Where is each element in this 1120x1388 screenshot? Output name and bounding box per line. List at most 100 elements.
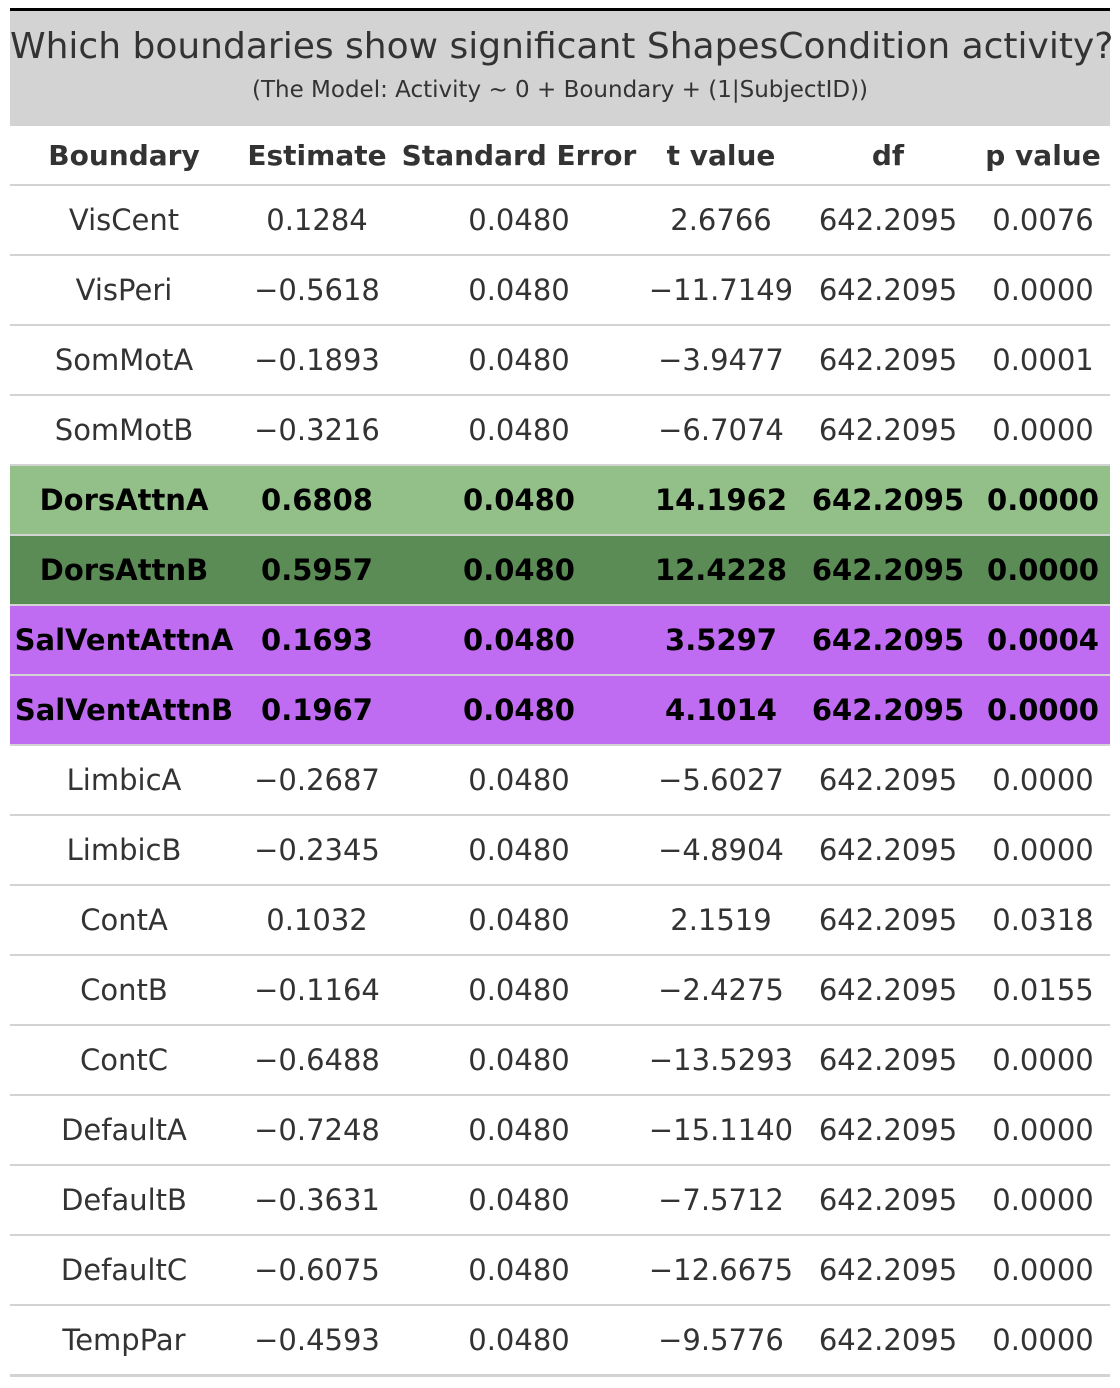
table-row: VisPeri −0.5618 0.0480 −11.7149 642.2095 0.00… <box>10 255 1110 326</box>
cell-estimate: −0.5618 <box>238 255 396 326</box>
table-row: SalVentAttnB 0.1967 0.0480 4.1014 642.2095 0.… <box>10 675 1110 746</box>
cell-p-value: 0.0000 <box>976 745 1110 816</box>
cell-standard-error: 0.0480 <box>396 255 642 326</box>
cell-standard-error: 0.0480 <box>396 1305 642 1377</box>
table-row: DorsAttnA 0.6808 0.0480 14.1962 642.2095 0.00… <box>10 465 1110 536</box>
cell-boundary: DefaultA <box>10 1095 238 1166</box>
cell-df: 642.2095 <box>800 465 976 536</box>
cell-df: 642.2095 <box>800 745 976 816</box>
cell-df: 642.2095 <box>800 1305 976 1377</box>
cell-p-value: 0.0000 <box>976 1095 1110 1166</box>
cell-boundary: LimbicB <box>10 815 238 886</box>
table-body: VisCent 0.1284 0.0480 2.6766 642.2095 0.0076 V… <box>10 185 1110 1377</box>
cell-boundary: DorsAttnB <box>10 535 238 606</box>
cell-p-value: 0.0155 <box>976 955 1110 1026</box>
cell-df: 642.2095 <box>800 255 976 326</box>
cell-estimate: 0.1693 <box>238 605 396 676</box>
cell-estimate: −0.2345 <box>238 815 396 886</box>
header-row: Boundary Estimate Standard Error t value… <box>10 126 1110 186</box>
table-row: ContB −0.1164 0.0480 −2.4275 642.2095 0.0155 <box>10 955 1110 1026</box>
cell-estimate: 0.1967 <box>238 675 396 746</box>
cell-standard-error: 0.0480 <box>396 885 642 956</box>
cell-t-value: 2.1519 <box>642 885 800 956</box>
cell-boundary: TempPar <box>10 1305 238 1377</box>
cell-boundary: ContB <box>10 955 238 1026</box>
cell-estimate: −0.2687 <box>238 745 396 816</box>
cell-estimate: 0.1284 <box>238 185 396 256</box>
cell-boundary: SalVentAttnA <box>10 605 238 676</box>
cell-t-value: −2.4275 <box>642 955 800 1026</box>
cell-standard-error: 0.0480 <box>396 325 642 396</box>
table-row: DorsAttnB 0.5957 0.0480 12.4228 642.2095 0.00… <box>10 535 1110 606</box>
top-rule <box>10 8 1110 11</box>
table-row: LimbicB −0.2345 0.0480 −4.8904 642.2095 0.000… <box>10 815 1110 886</box>
cell-boundary: ContC <box>10 1025 238 1096</box>
cell-estimate: −0.3216 <box>238 395 396 466</box>
cell-boundary: VisPeri <box>10 255 238 326</box>
table-row: SomMotA −0.1893 0.0480 −3.9477 642.2095 0.000… <box>10 325 1110 396</box>
cell-standard-error: 0.0480 <box>396 1025 642 1096</box>
cell-t-value: −11.7149 <box>642 255 800 326</box>
cell-p-value: 0.0000 <box>976 815 1110 886</box>
cell-standard-error: 0.0480 <box>396 605 642 676</box>
cell-standard-error: 0.0480 <box>396 955 642 1026</box>
cell-df: 642.2095 <box>800 675 976 746</box>
cell-standard-error: 0.0480 <box>396 815 642 886</box>
cell-p-value: 0.0000 <box>976 1025 1110 1096</box>
cell-estimate: −0.6075 <box>238 1235 396 1306</box>
table-row: ContC −0.6488 0.0480 −13.5293 642.2095 0.0000 <box>10 1025 1110 1096</box>
cell-df: 642.2095 <box>800 1025 976 1096</box>
cell-t-value: 3.5297 <box>642 605 800 676</box>
table-row: SomMotB −0.3216 0.0480 −6.7074 642.2095 0.000… <box>10 395 1110 466</box>
cell-standard-error: 0.0480 <box>396 1095 642 1166</box>
cell-estimate: −0.4593 <box>238 1305 396 1377</box>
cell-boundary: SalVentAttnB <box>10 675 238 746</box>
cell-df: 642.2095 <box>800 955 976 1026</box>
cell-standard-error: 0.0480 <box>396 395 642 466</box>
cell-t-value: −15.1140 <box>642 1095 800 1166</box>
column-header-estimate: Estimate <box>238 126 396 186</box>
cell-boundary: ContA <box>10 885 238 956</box>
cell-standard-error: 0.0480 <box>396 745 642 816</box>
cell-estimate: −0.3631 <box>238 1165 396 1236</box>
cell-t-value: 2.6766 <box>642 185 800 256</box>
table-row: VisCent 0.1284 0.0480 2.6766 642.2095 0.0076 <box>10 185 1110 256</box>
cell-df: 642.2095 <box>800 185 976 256</box>
cell-df: 642.2095 <box>800 535 976 606</box>
cell-df: 642.2095 <box>800 605 976 676</box>
table-row: TempPar −0.4593 0.0480 −9.5776 642.2095 0.000… <box>10 1305 1110 1377</box>
table-row: LimbicA −0.2687 0.0480 −5.6027 642.2095 0.000… <box>10 745 1110 816</box>
table-row: DefaultC −0.6075 0.0480 −12.6675 642.2095 0.0… <box>10 1235 1110 1306</box>
cell-boundary: DefaultB <box>10 1165 238 1236</box>
cell-boundary: SomMotB <box>10 395 238 466</box>
cell-estimate: −0.1893 <box>238 325 396 396</box>
cell-estimate: −0.7248 <box>238 1095 396 1166</box>
cell-t-value: −3.9477 <box>642 325 800 396</box>
cell-p-value: 0.0000 <box>976 255 1110 326</box>
column-header-standard-error: Standard Error <box>396 126 642 186</box>
title-block: Which boundaries show significant Shapes… <box>10 11 1113 126</box>
cell-t-value: −13.5293 <box>642 1025 800 1096</box>
cell-p-value: 0.0004 <box>976 605 1110 676</box>
cell-df: 642.2095 <box>800 815 976 886</box>
cell-standard-error: 0.0480 <box>396 675 642 746</box>
cell-p-value: 0.0000 <box>976 1235 1110 1306</box>
cell-t-value: −6.7074 <box>642 395 800 466</box>
cell-estimate: −0.6488 <box>238 1025 396 1096</box>
cell-p-value: 0.0000 <box>976 1305 1110 1377</box>
cell-boundary: SomMotA <box>10 325 238 396</box>
cell-p-value: 0.0000 <box>976 1165 1110 1236</box>
cell-df: 642.2095 <box>800 1095 976 1166</box>
cell-boundary: VisCent <box>10 185 238 256</box>
results-table: Boundary Estimate Standard Error t value… <box>10 126 1110 1377</box>
cell-t-value: 12.4228 <box>642 535 800 606</box>
cell-t-value: −12.6675 <box>642 1235 800 1306</box>
cell-t-value: 4.1014 <box>642 675 800 746</box>
cell-p-value: 0.0318 <box>976 885 1110 956</box>
cell-t-value: 14.1962 <box>642 465 800 536</box>
cell-standard-error: 0.0480 <box>396 535 642 606</box>
table-row: ContA 0.1032 0.0480 2.1519 642.2095 0.0318 <box>10 885 1110 956</box>
cell-boundary: DefaultC <box>10 1235 238 1306</box>
cell-p-value: 0.0000 <box>976 465 1110 536</box>
cell-boundary: LimbicA <box>10 745 238 816</box>
